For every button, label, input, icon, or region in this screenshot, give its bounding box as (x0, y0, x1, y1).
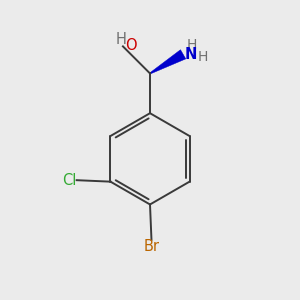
Text: Br: Br (143, 239, 160, 254)
Text: H: H (116, 32, 127, 46)
Text: O: O (125, 38, 137, 53)
Text: N: N (184, 47, 197, 62)
Text: Cl: Cl (62, 173, 76, 188)
Text: H: H (198, 50, 208, 64)
Text: H: H (187, 38, 197, 52)
Polygon shape (150, 50, 186, 74)
